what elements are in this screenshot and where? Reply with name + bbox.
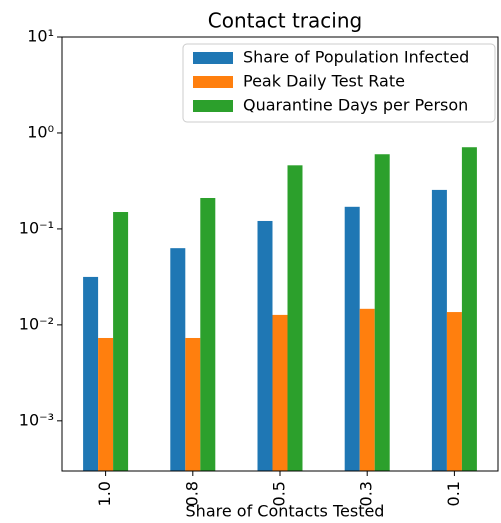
legend-swatch <box>193 52 233 64</box>
legend-swatch <box>193 100 233 112</box>
legend-label: Peak Daily Test Rate <box>243 72 405 91</box>
x-tick-label: 0.8 <box>182 481 201 506</box>
legend-label: Share of Population Infected <box>243 48 469 67</box>
legend-swatch <box>193 76 233 88</box>
legend-label: Quarantine Days per Person <box>243 96 468 115</box>
x-tick-label: 1.0 <box>95 481 114 506</box>
bar <box>185 337 201 471</box>
bar <box>461 147 477 472</box>
y-tick-label: 10⁻² <box>19 314 54 333</box>
bar <box>200 197 216 471</box>
plot-frame <box>61 36 499 472</box>
legend-box <box>182 43 496 123</box>
bar <box>374 154 390 471</box>
x-axis-label: Share of Contacts Tested <box>186 502 385 521</box>
x-tick-label: 0.1 <box>444 481 463 506</box>
x-tick-label: 0.5 <box>270 481 289 506</box>
bar <box>170 248 186 471</box>
bar <box>431 189 447 472</box>
bar <box>287 165 303 471</box>
y-tick-label: 10⁻³ <box>19 410 54 429</box>
bar <box>344 206 360 471</box>
x-tick-label: 0.3 <box>357 481 376 506</box>
bar <box>257 220 273 471</box>
bar <box>359 308 375 471</box>
bar <box>83 276 99 471</box>
chart-title: Contact tracing <box>208 9 362 33</box>
bar <box>113 212 129 471</box>
bar <box>272 314 288 471</box>
y-tick-label: 10⁻¹ <box>19 218 54 237</box>
bar <box>446 312 462 471</box>
y-tick-label: 10¹ <box>27 27 54 46</box>
y-tick-label: 10⁰ <box>27 122 54 141</box>
bar <box>98 337 114 471</box>
